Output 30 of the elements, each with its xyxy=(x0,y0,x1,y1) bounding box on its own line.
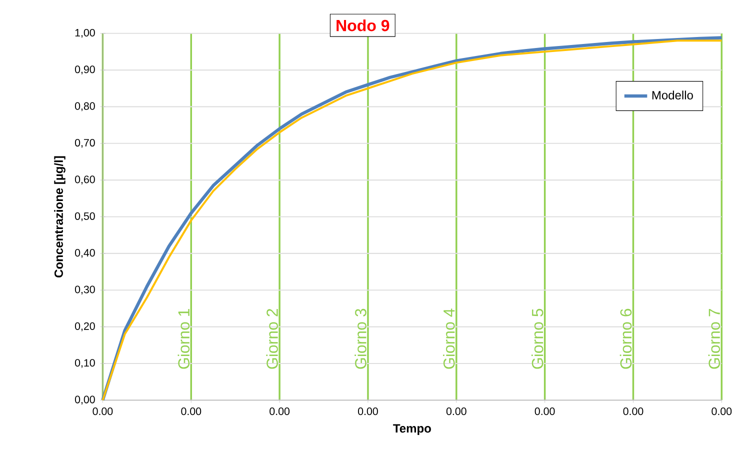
annotation: Giorno 4 xyxy=(443,308,455,369)
annotation: Giorno 3 xyxy=(354,309,366,369)
y-tick-label: 0,20 xyxy=(74,322,95,332)
y-tick-label: 0,90 xyxy=(74,66,95,75)
legend-label: Modello xyxy=(652,90,693,100)
x-tick-label: 0.00 xyxy=(358,408,378,416)
x-tick-label: 0.00 xyxy=(446,408,466,416)
y-tick-label: 0,40 xyxy=(74,249,95,258)
x-tick-label: 0.00 xyxy=(181,408,202,416)
annotation: Giorno 1 xyxy=(178,309,190,369)
chart-title: Nodo 9 xyxy=(336,20,390,32)
annotation: Giorno 2 xyxy=(266,309,278,369)
annotation: Giorno 7 xyxy=(708,309,720,369)
x-tick-label: 0.00 xyxy=(270,408,290,416)
y-tick-label: 0,30 xyxy=(74,286,95,295)
y-tick-label: 0,80 xyxy=(74,102,95,112)
annotation: Giorno 5 xyxy=(531,309,544,369)
x-tick-label: 0.00 xyxy=(623,408,644,416)
annotation: Giorno 6 xyxy=(620,309,632,369)
x-tick-label: 0.00 xyxy=(92,408,113,416)
x-tick-label: 0.00 xyxy=(712,408,732,416)
y-tick-label: 0,00 xyxy=(74,396,95,405)
x-axis-title: Tempo xyxy=(393,424,431,436)
y-tick-label: 0,50 xyxy=(74,212,95,222)
y-axis-title: Concentrazione [µg/l] xyxy=(54,156,66,278)
y-tick-label: 0,60 xyxy=(74,176,95,185)
y-tick-label: 1,00 xyxy=(75,29,95,38)
x-tick-label: 0.00 xyxy=(534,408,555,416)
y-tick-label: 0,70 xyxy=(74,139,95,148)
y-tick-label: 0,10 xyxy=(74,359,95,368)
